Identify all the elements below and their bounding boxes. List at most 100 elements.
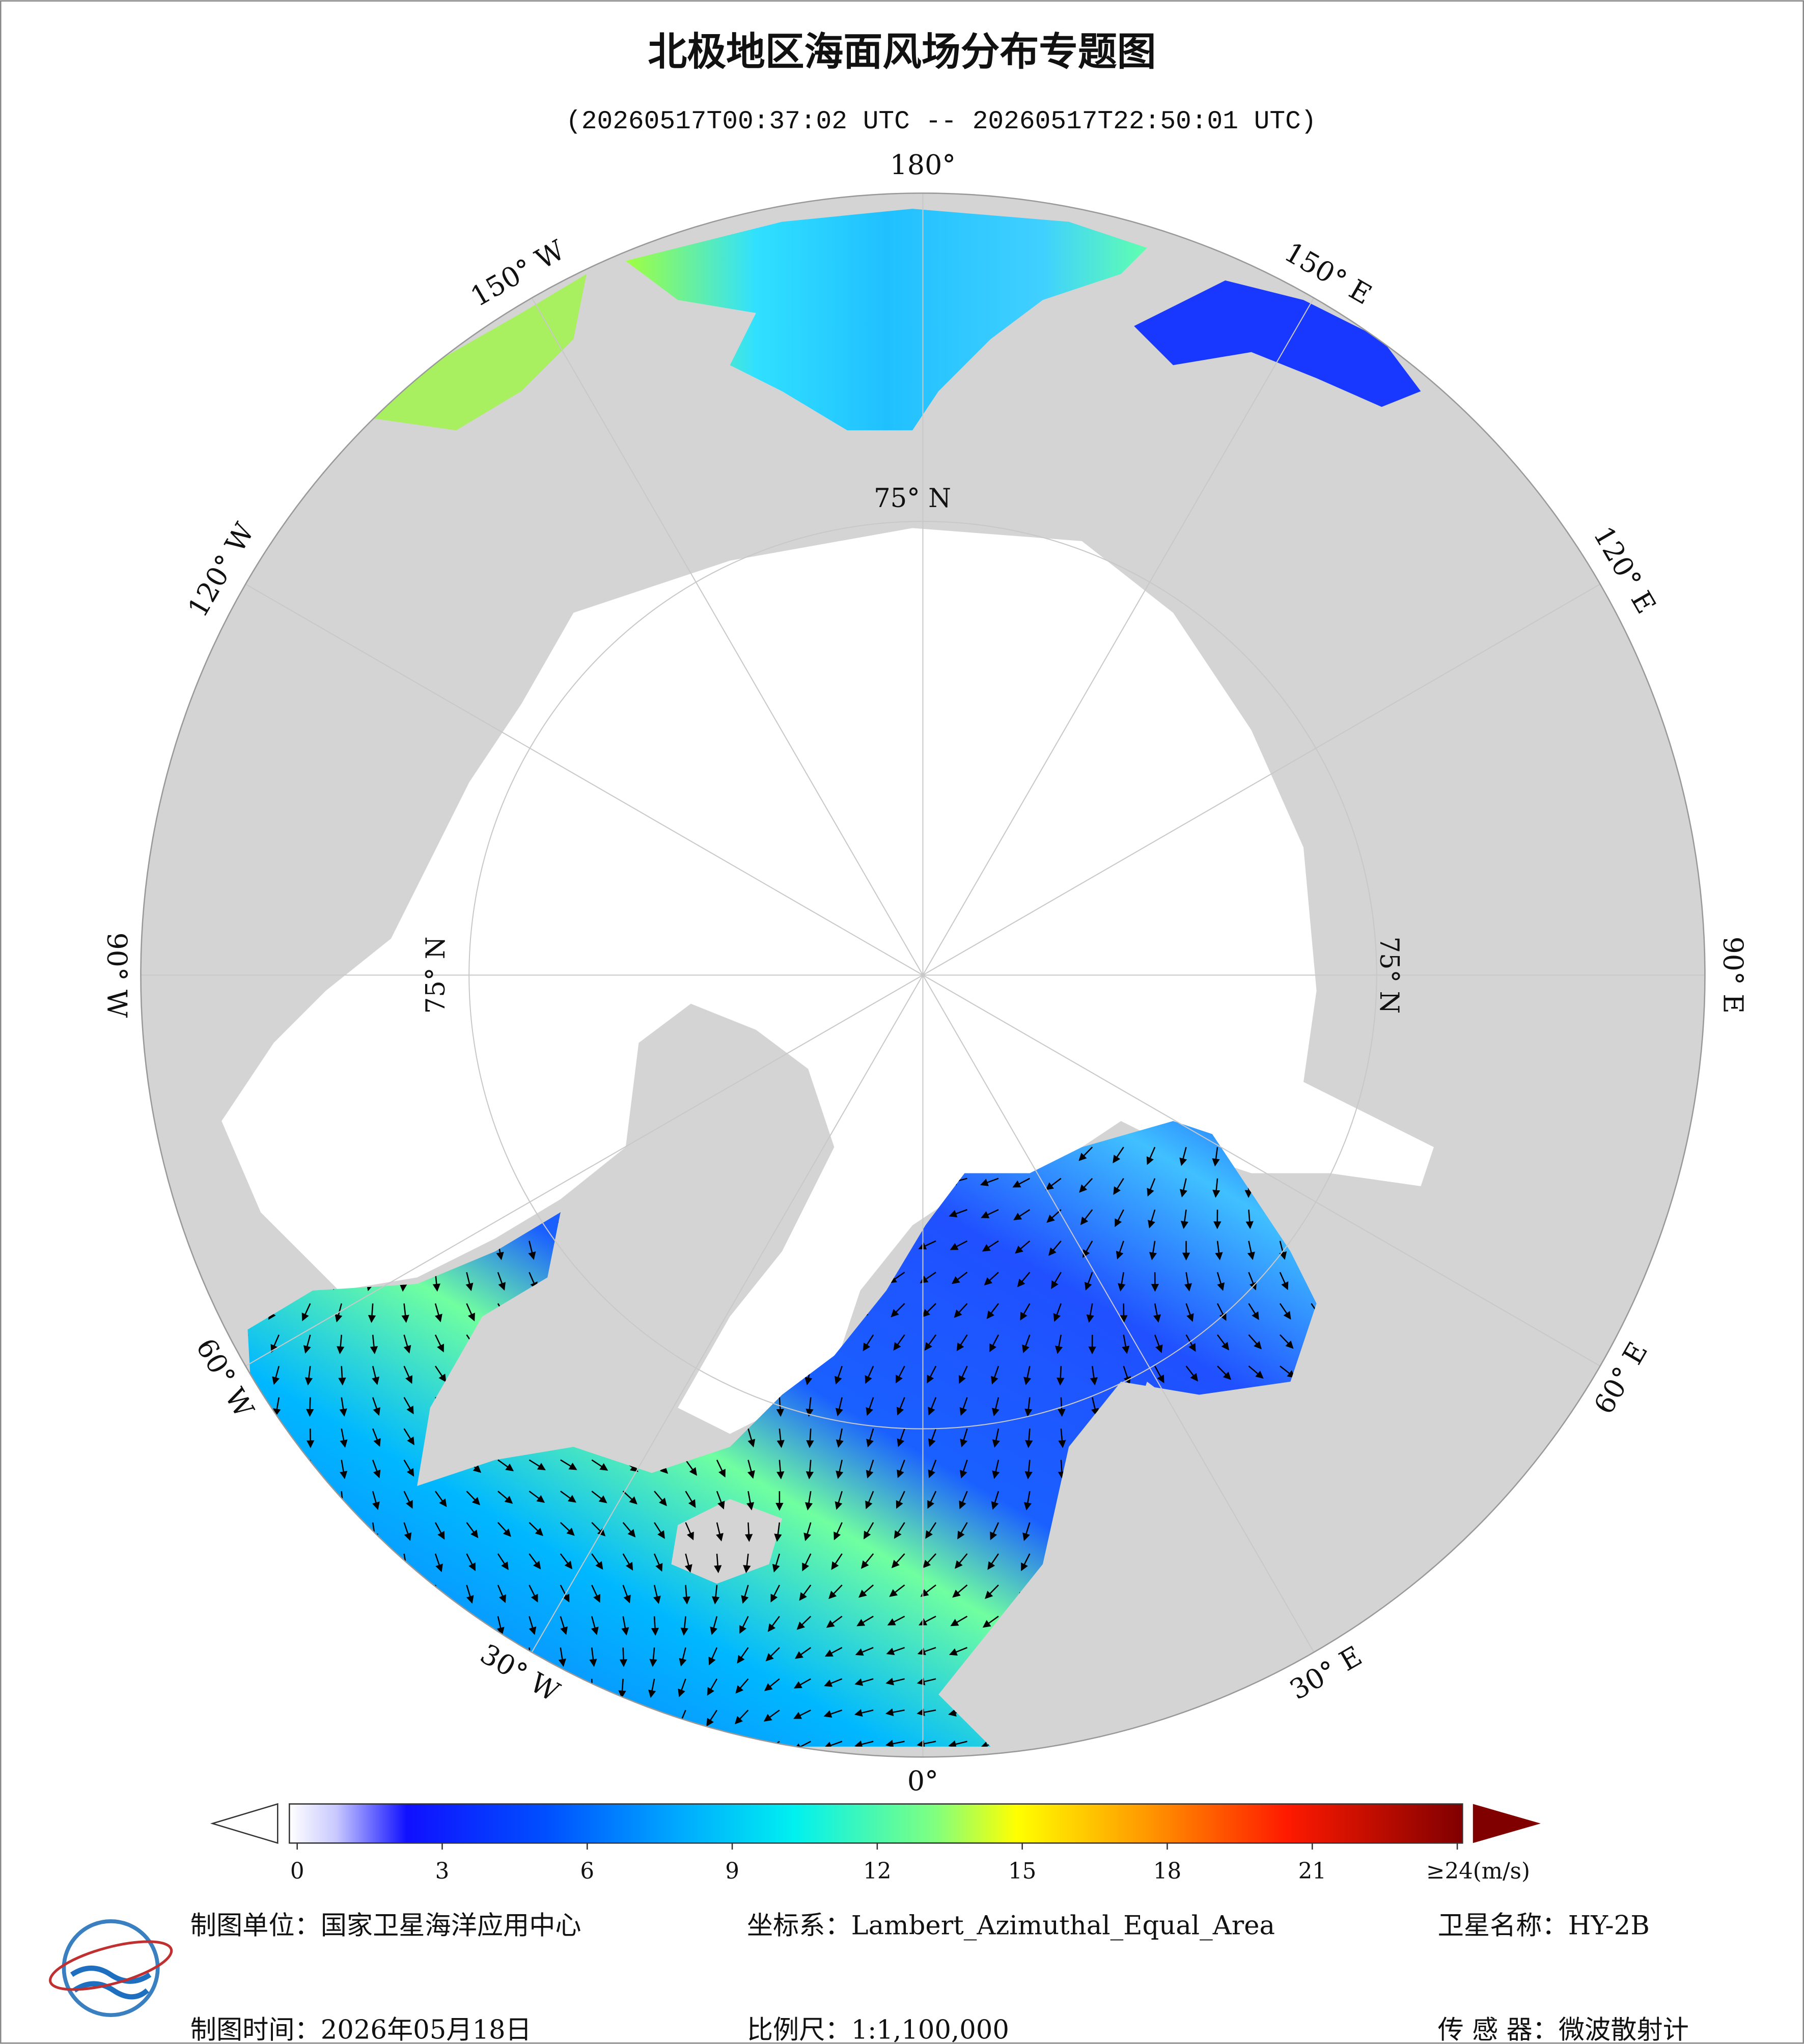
wind-arrow bbox=[893, 1334, 905, 1351]
colorbar-tick-label: 21 bbox=[1298, 1859, 1326, 1884]
wind-arrow bbox=[497, 1459, 514, 1471]
wind-arrow bbox=[1279, 1303, 1291, 1320]
wind-arrow bbox=[1015, 1240, 1031, 1254]
wind-arrow bbox=[560, 1584, 570, 1603]
wind-arrow bbox=[897, 1428, 905, 1447]
wind-arrow bbox=[980, 1178, 999, 1186]
wind-arrow bbox=[497, 1491, 513, 1504]
wind-arrow bbox=[854, 1740, 874, 1747]
wind-arrow bbox=[370, 1334, 378, 1355]
longitude-label: 90° E bbox=[1717, 937, 1750, 1014]
wind-arrow bbox=[1185, 1365, 1198, 1382]
wind-arrow bbox=[885, 1677, 905, 1686]
wind-arrow bbox=[928, 1460, 937, 1478]
wind-arrow bbox=[560, 1616, 568, 1635]
wind-arrow bbox=[372, 1366, 380, 1385]
wind-arrow bbox=[649, 1647, 657, 1667]
colorbar-tick-label: 18 bbox=[1153, 1859, 1181, 1884]
wind-arrow bbox=[434, 1491, 447, 1507]
wind-arrow bbox=[653, 1553, 663, 1572]
colorbar-tick-label: 6 bbox=[580, 1859, 594, 1884]
wind-arrow bbox=[1086, 1303, 1094, 1323]
wind-arrow bbox=[1054, 1334, 1063, 1354]
wind-arrow bbox=[339, 1397, 347, 1417]
longitude-label: 180° bbox=[890, 149, 956, 181]
map-subtitle: (20260517T00:37:02 UTC -- 20260517T22:50… bbox=[566, 107, 1316, 136]
wind-arrow bbox=[793, 1710, 811, 1719]
wind-arrow bbox=[793, 1741, 811, 1747]
colorbar-min-arrow bbox=[210, 1803, 279, 1844]
wind-arrow bbox=[746, 1491, 755, 1510]
wind-arrow bbox=[885, 1708, 905, 1716]
wind-arrow bbox=[368, 1303, 376, 1323]
latitude-circle bbox=[468, 521, 1377, 1430]
wind-arrow bbox=[806, 1397, 814, 1417]
footer-crs: 坐标系：Lambert_Azimuthal_Equal_Area bbox=[747, 1911, 1275, 1941]
wind-arrow bbox=[891, 1553, 905, 1569]
wind-arrow bbox=[1113, 1146, 1124, 1164]
wind-arrow bbox=[984, 1272, 999, 1285]
wind-arrow bbox=[1058, 1460, 1066, 1479]
wind-arrow bbox=[1045, 1178, 1062, 1190]
map: 75° N 75° N 75° N bbox=[141, 193, 1705, 1757]
wind-arrow bbox=[684, 1553, 692, 1573]
wind-field-pacific bbox=[625, 209, 1147, 431]
wind-arrow bbox=[1185, 1334, 1196, 1352]
wind-arrow bbox=[1113, 1178, 1124, 1195]
wind-arrow bbox=[747, 1460, 755, 1479]
wind-arrow bbox=[1212, 1147, 1220, 1167]
wind-arrow bbox=[619, 1647, 628, 1667]
wind-arrow bbox=[866, 1428, 874, 1447]
longitude-label: 0° bbox=[907, 1765, 938, 1797]
wind-arrow bbox=[806, 1460, 814, 1479]
wind-arrow bbox=[737, 1647, 749, 1664]
wind-arrow bbox=[927, 1365, 937, 1384]
wind-arrow bbox=[1248, 1303, 1259, 1321]
wind-arrow bbox=[959, 1397, 968, 1416]
wind-arrow bbox=[770, 1584, 781, 1603]
wind-arrow bbox=[372, 1491, 380, 1510]
wind-arrow bbox=[1247, 1241, 1255, 1261]
meridian bbox=[531, 297, 924, 975]
meridian bbox=[922, 583, 1601, 976]
wind-arrow bbox=[1079, 1178, 1093, 1193]
wind-arrow bbox=[560, 1522, 575, 1536]
wind-arrow bbox=[558, 1647, 566, 1667]
wind-arrow bbox=[1118, 1272, 1126, 1292]
wind-arrow bbox=[835, 1397, 843, 1417]
wind-arrow bbox=[796, 1615, 812, 1630]
wind-arrow bbox=[864, 1522, 874, 1539]
wind-arrow bbox=[992, 1460, 1000, 1479]
meridian bbox=[922, 297, 1315, 975]
wind-arrow bbox=[591, 1491, 607, 1503]
wind-arrow bbox=[826, 1615, 843, 1628]
wind-arrow bbox=[951, 1271, 968, 1284]
wind-arrow bbox=[918, 1240, 936, 1250]
wind-arrow bbox=[1053, 1303, 1062, 1322]
wind-arrow bbox=[651, 1616, 659, 1636]
iceland bbox=[671, 1499, 782, 1584]
wind-arrow bbox=[982, 1240, 999, 1252]
wind-arrow bbox=[891, 1303, 905, 1318]
wind-arrow bbox=[372, 1460, 381, 1478]
wind-arrow bbox=[497, 1272, 506, 1291]
wind-arrow bbox=[528, 1241, 536, 1260]
wind-arrow bbox=[679, 1647, 687, 1667]
wind-arrow bbox=[591, 1522, 606, 1536]
wind-arrow bbox=[896, 1491, 905, 1509]
wind-arrow bbox=[340, 1428, 348, 1448]
wind-arrow bbox=[959, 1460, 968, 1479]
wind-arrow bbox=[924, 1334, 937, 1351]
wind-arrow bbox=[894, 1522, 905, 1539]
wind-arrow bbox=[917, 1677, 936, 1686]
footer-satellite: 卫星名称：HY-2B bbox=[1438, 1911, 1650, 1941]
wind-arrow bbox=[622, 1522, 636, 1538]
meridian bbox=[245, 974, 923, 1367]
latitude-label: 75° N bbox=[1374, 936, 1404, 1014]
wind-arrow bbox=[956, 1334, 968, 1352]
wind-arrow bbox=[922, 1303, 936, 1318]
wind-arrow bbox=[795, 1647, 812, 1659]
wind-arrow bbox=[863, 1334, 874, 1352]
arctic-ocean bbox=[221, 528, 1434, 1434]
